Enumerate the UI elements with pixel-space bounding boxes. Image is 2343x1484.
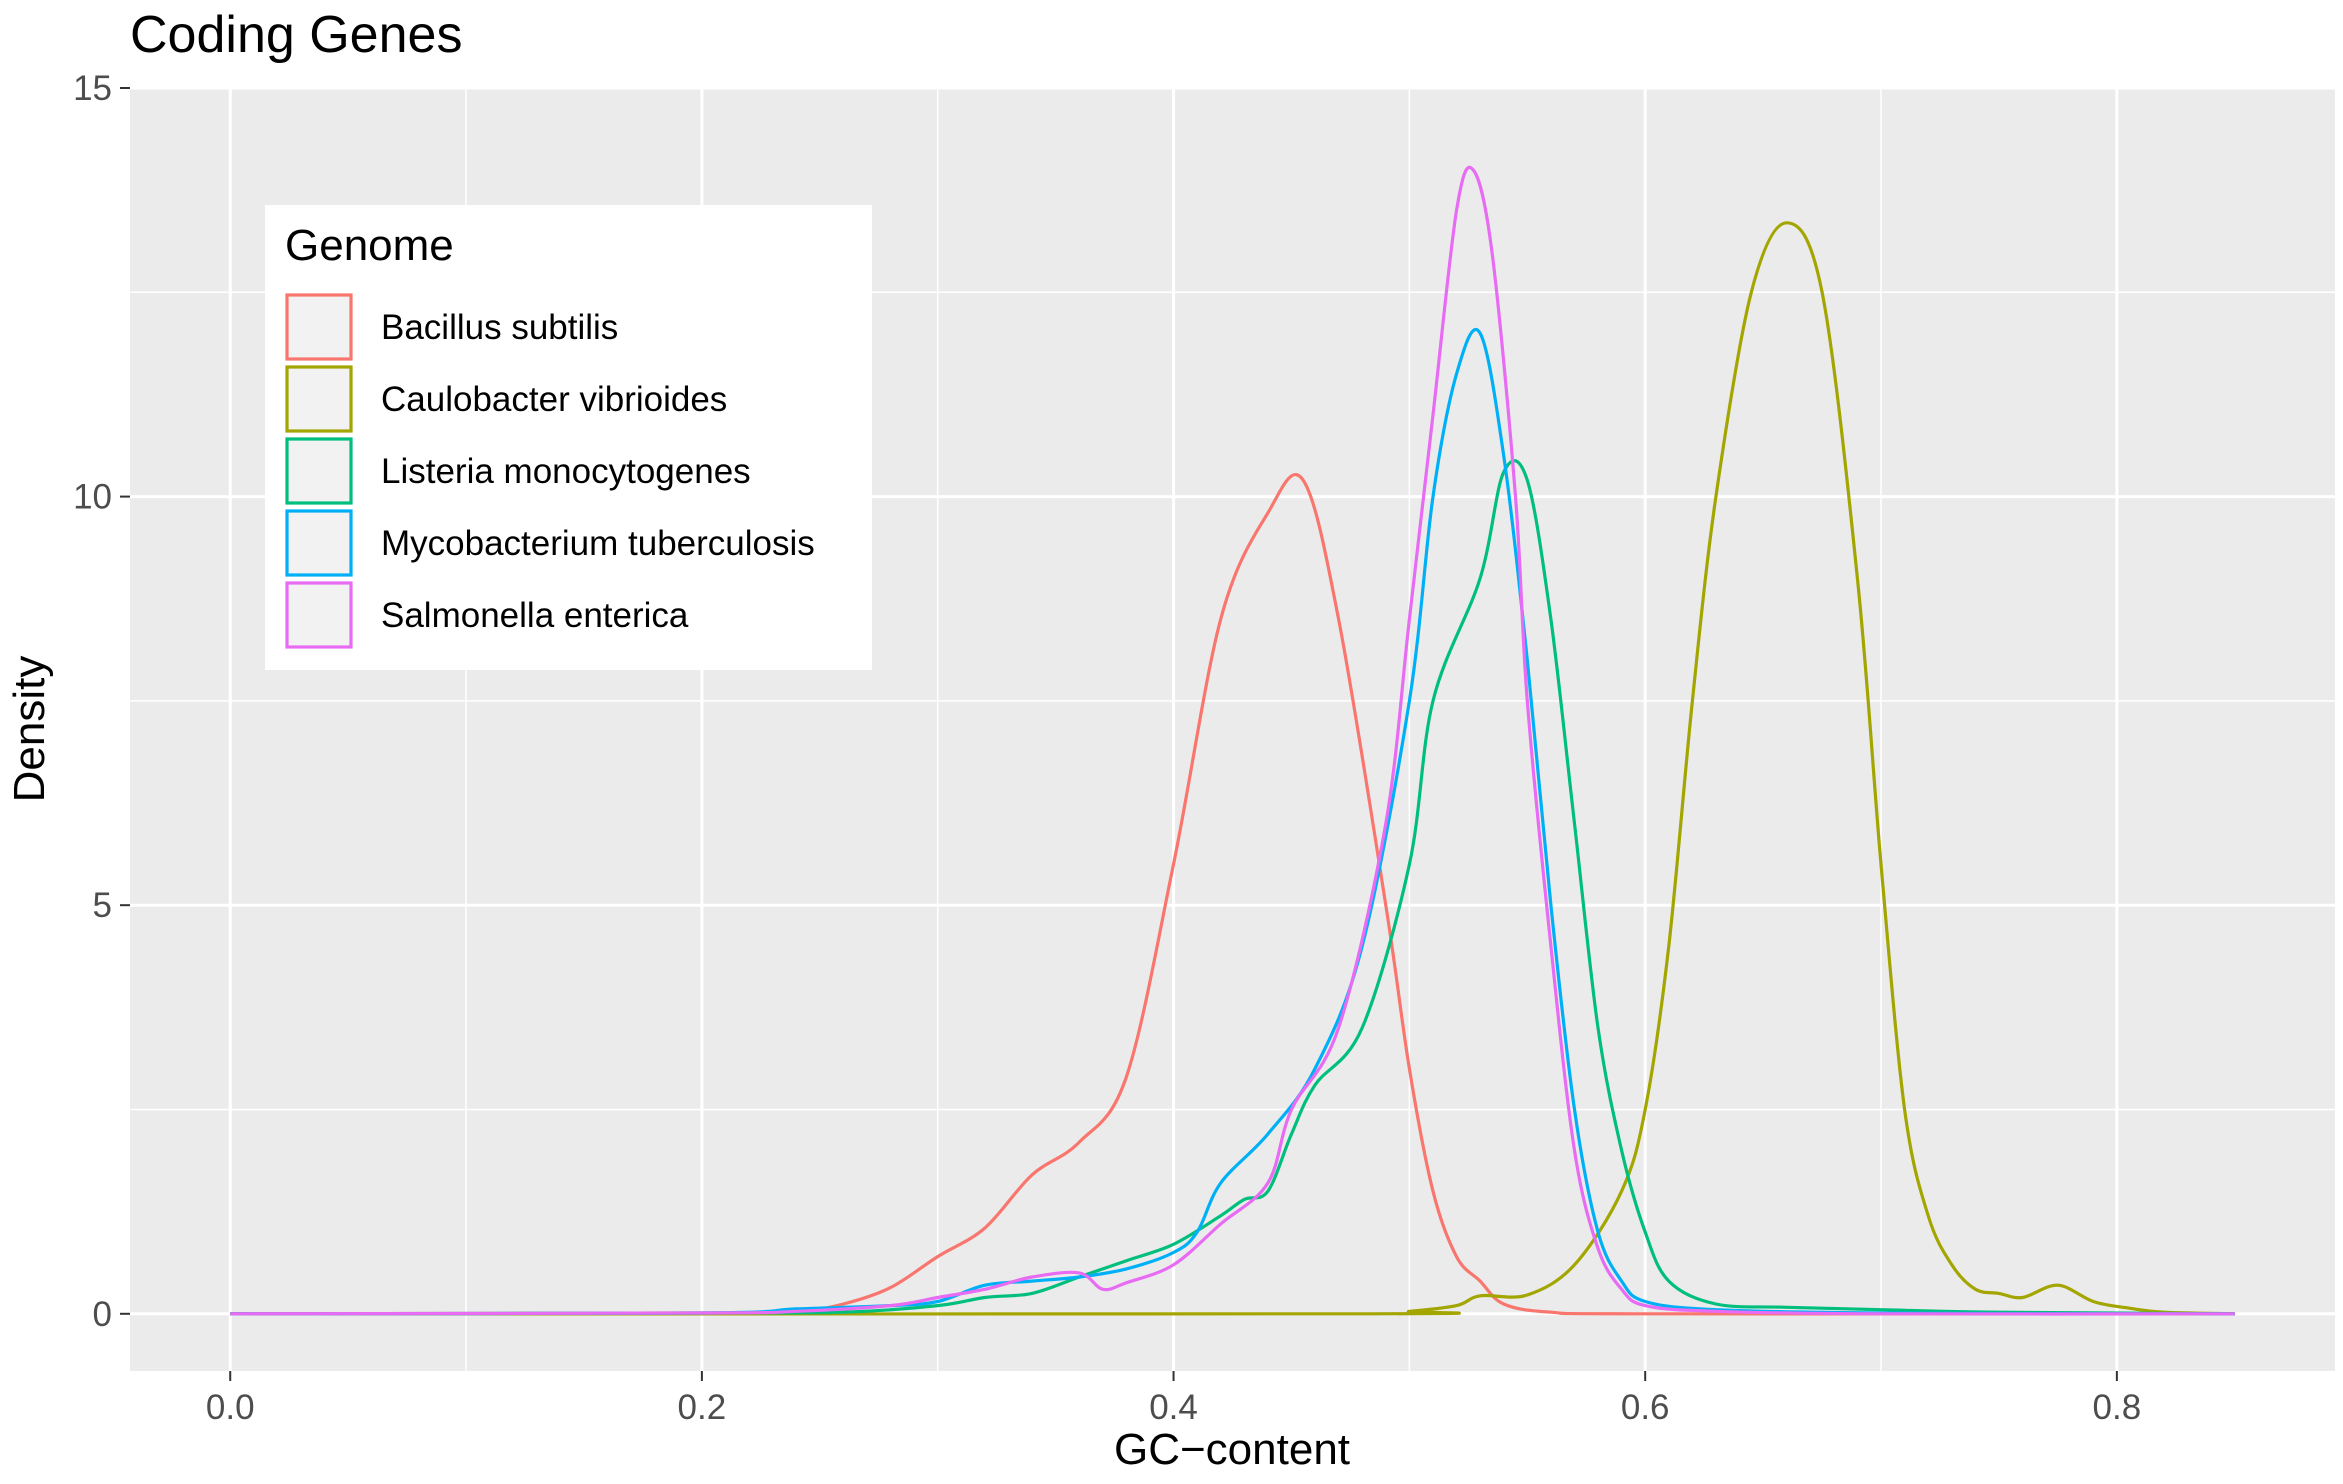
legend-title: Genome xyxy=(285,221,454,270)
legend-key xyxy=(285,365,353,433)
density-curve-2 xyxy=(230,221,2235,1316)
density-curve-1 xyxy=(230,472,2235,1316)
density-curves xyxy=(230,165,2235,1316)
legend-label: Bacillus subtilis xyxy=(381,308,618,347)
legend-entries: Bacillus subtilis Caulobacter vibrioides L… xyxy=(285,293,815,649)
x-axis: 0.0 0.2 0.4 0.6 0.8 xyxy=(206,1371,2141,1427)
legend-label: Listeria monocytogenes xyxy=(381,452,751,491)
y-tick-label: 10 xyxy=(73,478,112,517)
legend-label: Caulobacter vibrioides xyxy=(381,380,727,419)
y-tick-label: 0 xyxy=(93,1295,112,1334)
legend-label: Mycobacterium tuberculosis xyxy=(381,524,815,563)
legend-box xyxy=(265,205,872,670)
x-tick-label: 0.6 xyxy=(1621,1388,1670,1427)
legend-key xyxy=(285,581,353,649)
x-axis-title: GC−content xyxy=(1114,1425,1350,1474)
y-tick-label: 15 xyxy=(73,69,112,108)
y-axis-title: Density xyxy=(5,656,54,803)
y-tick-label: 5 xyxy=(93,886,112,925)
density-curve-5 xyxy=(230,165,2235,1316)
legend-label: Salmonella enterica xyxy=(381,596,689,635)
chart-title: Coding Genes xyxy=(130,6,462,64)
x-tick-label: 0.8 xyxy=(2093,1388,2142,1427)
x-tick-label: 0.4 xyxy=(1149,1388,1198,1427)
legend: Genome Bacillus subtilis Caulobacter vibr… xyxy=(265,205,872,670)
legend-key xyxy=(285,437,353,505)
x-tick-label: 0.2 xyxy=(678,1388,727,1427)
density-curve-3 xyxy=(230,459,2235,1316)
y-axis: 0 5 10 15 xyxy=(73,69,130,1334)
density-curve-4 xyxy=(230,328,2235,1316)
legend-key xyxy=(285,293,353,361)
legend-key xyxy=(285,509,353,577)
x-tick-label: 0.0 xyxy=(206,1388,255,1427)
